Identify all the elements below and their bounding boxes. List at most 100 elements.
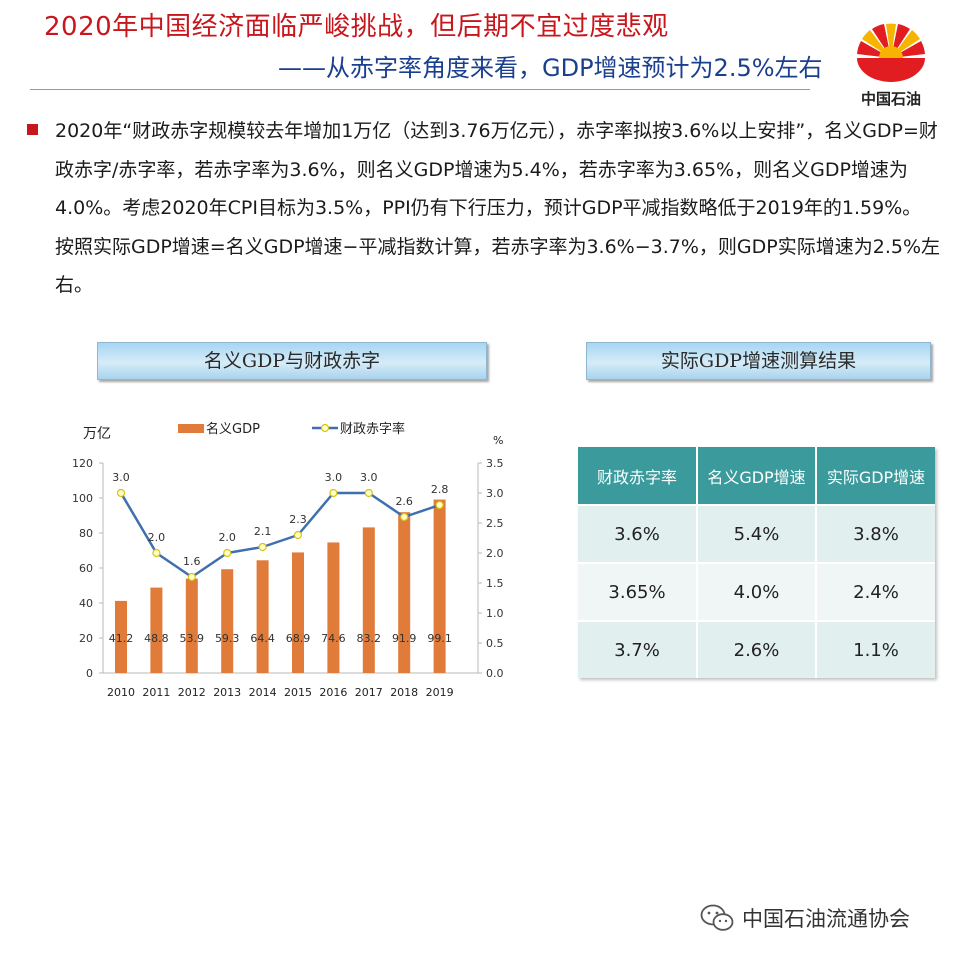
bar-data-label: 48.8 xyxy=(144,632,169,645)
y-left-unit: 万亿 xyxy=(83,426,111,442)
line-data-label: 2.0 xyxy=(218,531,236,544)
line-data-label: 1.6 xyxy=(183,555,201,568)
bar-data-label: 53.9 xyxy=(180,632,205,645)
table-cell: 3.6% xyxy=(578,504,697,563)
line-point xyxy=(258,542,267,552)
y-right-tick-label: 1.0 xyxy=(486,607,504,620)
line-point xyxy=(116,488,126,498)
line-point xyxy=(329,488,338,498)
y-right-unit: % xyxy=(493,434,503,447)
table-cell: 3.65% xyxy=(578,562,697,621)
growth-estimate-table: 财政赤字率 名义GDP增速 实际GDP增速 3.6% 5.4% 3.8% 3.6… xyxy=(578,447,935,678)
y-right-tick-label: 2.5 xyxy=(486,517,504,530)
x-tick-label: 2013 xyxy=(213,686,241,699)
bar xyxy=(150,587,163,673)
table-cell: 3.7% xyxy=(578,620,697,678)
bar-data-label: 59.3 xyxy=(215,632,240,645)
bar xyxy=(292,552,304,673)
source-watermark: 中国石油流通协会 xyxy=(700,898,910,938)
bar-data-label: 74.6 xyxy=(321,632,346,645)
table-cell: 2.4% xyxy=(815,562,935,621)
bar xyxy=(185,578,198,673)
y-left-tick-label: 80 xyxy=(79,527,93,540)
line-point xyxy=(223,548,232,558)
x-tick-label: 2010 xyxy=(107,686,135,699)
legend-bar-swatch xyxy=(178,424,204,433)
table-header-cell: 名义GDP增速 xyxy=(696,447,816,505)
y-left-tick-label: 120 xyxy=(72,457,93,470)
table-cell: 5.4% xyxy=(696,504,816,563)
logo-text: 中国石油 xyxy=(860,90,921,108)
table-cell: 3.8% xyxy=(815,504,935,563)
table-header-cell: 财政赤字率 xyxy=(578,447,697,505)
x-tick-label: 2011 xyxy=(142,686,170,699)
line-data-label: 2.8 xyxy=(431,483,449,496)
x-tick-label: 2015 xyxy=(284,686,312,699)
bar xyxy=(256,560,269,673)
line-point xyxy=(293,530,303,540)
x-tick-label: 2014 xyxy=(249,686,277,699)
page-title: 2020年中国经济面临严峻挑战，但后期不宜过度悲观 xyxy=(44,12,669,42)
y-right-tick-label: 3.0 xyxy=(486,487,504,500)
line-data-label: 3.0 xyxy=(325,471,343,484)
table-cell: 1.1% xyxy=(815,620,935,678)
x-tick-label: 2016 xyxy=(319,686,347,699)
table-header-row: 财政赤字率 名义GDP增速 实际GDP增速 xyxy=(578,447,935,505)
chart-panel-title: 名义GDP与财政赤字 xyxy=(97,342,487,380)
legend-line-label: 财政赤字率 xyxy=(340,421,405,437)
line-data-label: 2.3 xyxy=(289,513,307,526)
wechat-icon xyxy=(700,904,734,931)
table-header-cell: 实际GDP增速 xyxy=(815,447,935,505)
table-row: 3.65% 4.0% 2.4% xyxy=(578,562,935,621)
x-tick-label: 2017 xyxy=(355,686,383,699)
bar xyxy=(362,527,375,673)
legend-line-marker xyxy=(320,423,330,433)
bar xyxy=(398,512,411,673)
x-tick-label: 2019 xyxy=(426,686,454,699)
line-data-label: 2.1 xyxy=(254,525,272,538)
table-cell: 2.6% xyxy=(696,620,816,678)
table-cell: 4.0% xyxy=(696,562,816,621)
line-point xyxy=(187,572,196,582)
line-data-label: 2.6 xyxy=(395,495,413,508)
summary-paragraph: 2020年“财政赤字规模较去年增加1万亿（达到3.76万亿元），赤字率拟按3.6… xyxy=(55,120,941,296)
line-data-label: 2.0 xyxy=(148,531,166,544)
line-data-label: 3.0 xyxy=(112,471,130,484)
deficit-rate-line xyxy=(119,491,441,579)
x-tick-label: 2018 xyxy=(390,686,418,699)
legend-bar-label: 名义GDP xyxy=(206,421,260,437)
petrochina-logo-icon xyxy=(857,23,925,82)
y-left-tick-label: 0 xyxy=(86,667,93,680)
bar-data-label: 99.1 xyxy=(427,632,452,645)
y-right-tick-label: 2.0 xyxy=(486,547,504,560)
line-point xyxy=(400,512,409,522)
bar xyxy=(433,499,446,673)
y-left-tick-label: 40 xyxy=(79,597,93,610)
y-right-tick-label: 3.5 xyxy=(486,457,504,470)
table-panel-title: 实际GDP增速测算结果 xyxy=(586,342,931,380)
bar-data-label: 83.2 xyxy=(357,632,382,645)
company-logo: 中国石油 xyxy=(852,10,930,108)
bar-data-label: 68.9 xyxy=(286,632,311,645)
table-row: 3.7% 2.6% 1.1% xyxy=(578,620,935,678)
y-right-tick-label: 1.5 xyxy=(486,577,504,590)
line-data-label: 3.0 xyxy=(360,471,378,484)
line-point xyxy=(152,548,161,558)
line-point xyxy=(364,488,373,498)
bullet-marker xyxy=(27,124,38,135)
x-tick-label: 2012 xyxy=(178,686,206,699)
bar-data-label: 64.4 xyxy=(250,632,275,645)
bar-data-label: 41.2 xyxy=(109,632,134,645)
y-right-tick-label: 0.0 xyxy=(486,667,504,680)
y-left-tick-label: 20 xyxy=(79,632,93,645)
y-left-tick-label: 100 xyxy=(72,492,93,505)
line-point xyxy=(435,500,444,510)
bar-data-label: 91.9 xyxy=(392,632,417,645)
bar xyxy=(327,542,340,673)
y-right-tick-label: 0.5 xyxy=(486,637,504,650)
watermark-text: 中国石油流通协会 xyxy=(742,907,910,931)
gdp-deficit-chart: 0 20 40 60 80 100 120 0.0 0.5 1.0 1.5 2.0 2.5 3.0 3.5 万… xyxy=(72,421,504,699)
title-divider xyxy=(30,89,810,90)
table-row: 3.6% 5.4% 3.8% xyxy=(578,504,935,563)
bar xyxy=(221,569,234,673)
